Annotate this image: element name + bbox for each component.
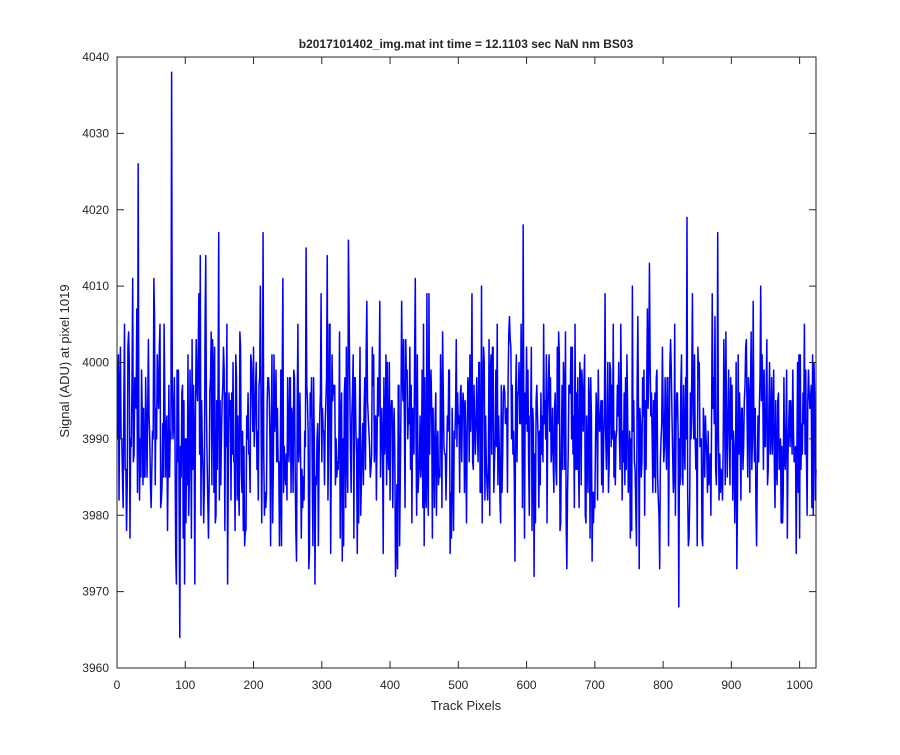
y-tick-label: 3980 — [82, 508, 109, 522]
y-tick-label: 3960 — [82, 661, 109, 675]
y-axis: 3960 3970 3980 3990 4000 4010 4020 4030 4040 — [82, 50, 816, 675]
y-tick-label: 4010 — [82, 279, 109, 293]
series-line — [116, 71, 817, 639]
x-tick-label: 900 — [721, 678, 741, 692]
x-axis: 0 100 200 300 400 500 600 700 800 900 1000 — [114, 57, 813, 692]
y-tick-label: 3990 — [82, 432, 109, 446]
x-axis-label: Track Pixels — [431, 698, 502, 713]
x-tick-label: 0 — [114, 678, 121, 692]
x-tick-label: 700 — [585, 678, 605, 692]
x-tick-label: 800 — [653, 678, 673, 692]
x-tick-label: 600 — [517, 678, 537, 692]
y-tick-label: 4040 — [82, 50, 109, 64]
x-tick-label: 400 — [380, 678, 400, 692]
y-tick-label: 4020 — [82, 203, 109, 217]
x-tick-label: 200 — [244, 678, 264, 692]
x-tick-label: 1000 — [786, 678, 813, 692]
x-tick-label: 500 — [448, 678, 468, 692]
y-tick-label: 4000 — [82, 356, 109, 370]
y-axis-label: Signal (ADU) at pixel 1019 — [57, 284, 72, 437]
chart-title: b2017101402_img.mat int time = 12.1103 s… — [299, 37, 634, 51]
y-tick-label: 3970 — [82, 585, 109, 599]
plot-area — [116, 56, 817, 669]
x-tick-label: 300 — [312, 678, 332, 692]
y-tick-label: 4030 — [82, 126, 109, 140]
x-tick-label: 100 — [175, 678, 195, 692]
